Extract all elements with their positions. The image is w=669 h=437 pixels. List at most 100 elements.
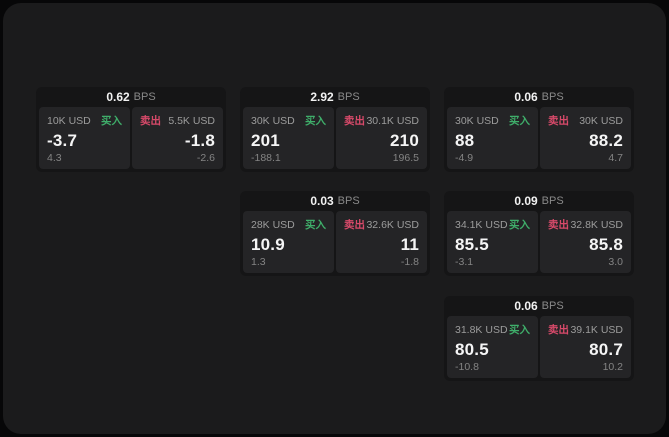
sell-side-label: 卖出 — [344, 219, 365, 231]
buy-tile-header: 30K USD 买入 — [455, 113, 530, 128]
bps-value: 0.06 — [514, 299, 538, 313]
sell-delta: 3.0 — [608, 256, 623, 268]
quote-card: 0.06 BPS 31.8K USD 买入 80.5 -10.8 卖出 39.1… — [444, 296, 634, 381]
buy-tile[interactable]: 34.1K USD 买入 85.5 -3.1 — [447, 211, 538, 273]
sell-delta: 196.5 — [392, 152, 419, 164]
buy-size-label: 34.1K USD — [455, 218, 508, 231]
buy-tile-header: 34.1K USD 买入 — [455, 217, 530, 232]
buy-tile[interactable]: 30K USD 买入 201 -188.1 — [243, 107, 334, 169]
buy-price: -3.7 — [47, 130, 78, 150]
quote-card: 0.06 BPS 30K USD 买入 88 -4.9 卖出 30K USD 8… — [444, 87, 634, 172]
buy-tile[interactable]: 28K USD 买入 10.9 1.3 — [243, 211, 334, 273]
sell-delta: -2.6 — [196, 152, 215, 164]
buy-tile-header: 30K USD 买入 — [251, 113, 326, 128]
buy-tile[interactable]: 10K USD 买入 -3.7 4.3 — [39, 107, 130, 169]
buy-price: 10.9 — [251, 234, 285, 254]
sell-tile-header: 卖出 32.8K USD — [548, 217, 623, 232]
card-body: 28K USD 买入 10.9 1.3 卖出 32.6K USD 11 -1.8 — [240, 211, 430, 276]
sell-tile[interactable]: 卖出 30.1K USD 210 196.5 — [336, 107, 427, 169]
sell-size-label: 5.5K USD — [168, 114, 215, 127]
sell-side-label: 卖出 — [344, 115, 365, 127]
bps-value: 0.09 — [514, 194, 538, 208]
buy-delta: 1.3 — [251, 256, 266, 268]
sell-size-label: 32.8K USD — [570, 218, 623, 231]
sell-tile-header: 卖出 5.5K USD — [140, 113, 215, 128]
bps-unit-label: BPS — [541, 195, 564, 207]
bps-value: 2.92 — [310, 90, 334, 104]
buy-side-label: 买入 — [101, 115, 122, 127]
card-header: 0.09 BPS — [444, 191, 634, 211]
card-header: 0.03 BPS — [240, 191, 430, 211]
buy-side-label: 买入 — [509, 115, 530, 127]
bps-value: 0.03 — [310, 194, 334, 208]
buy-size-label: 28K USD — [251, 218, 295, 231]
buy-delta: -4.9 — [455, 152, 474, 164]
sell-price: 210 — [390, 130, 419, 150]
bps-unit-label: BPS — [337, 91, 360, 103]
sell-price: 88.2 — [589, 130, 623, 150]
sell-tile-header: 卖出 32.6K USD — [344, 217, 419, 232]
sell-side-label: 卖出 — [548, 324, 569, 336]
sell-side-label: 卖出 — [548, 115, 569, 127]
buy-tile-header: 31.8K USD 买入 — [455, 322, 530, 337]
card-body: 34.1K USD 买入 85.5 -3.1 卖出 32.8K USD 85.8… — [444, 211, 634, 276]
sell-tile-header: 卖出 30K USD — [548, 113, 623, 128]
buy-delta: 4.3 — [47, 152, 62, 164]
sell-price: 11 — [400, 234, 419, 254]
buy-delta: -10.8 — [455, 361, 479, 373]
sell-tile[interactable]: 卖出 32.6K USD 11 -1.8 — [336, 211, 427, 273]
quote-card: 2.92 BPS 30K USD 买入 201 -188.1 卖出 30.1K … — [240, 87, 430, 172]
sell-delta: -1.8 — [400, 256, 419, 268]
card-header: 2.92 BPS — [240, 87, 430, 107]
buy-delta: -188.1 — [251, 152, 281, 164]
bps-value: 0.06 — [514, 90, 538, 104]
sell-size-label: 30.1K USD — [366, 114, 419, 127]
card-header: 0.06 BPS — [444, 296, 634, 316]
buy-price: 201 — [251, 130, 280, 150]
bps-unit-label: BPS — [541, 91, 564, 103]
card-body: 31.8K USD 买入 80.5 -10.8 卖出 39.1K USD 80.… — [444, 316, 634, 381]
sell-delta: 10.2 — [602, 361, 623, 373]
sell-side-label: 卖出 — [140, 115, 161, 127]
sell-tile[interactable]: 卖出 5.5K USD -1.8 -2.6 — [132, 107, 223, 169]
buy-size-label: 30K USD — [455, 114, 499, 127]
quote-card: 0.09 BPS 34.1K USD 买入 85.5 -3.1 卖出 32.8K… — [444, 191, 634, 276]
card-header: 0.06 BPS — [444, 87, 634, 107]
buy-tile[interactable]: 31.8K USD 买入 80.5 -10.8 — [447, 316, 538, 378]
buy-side-label: 买入 — [509, 219, 530, 231]
bps-unit-label: BPS — [337, 195, 360, 207]
bps-value: 0.62 — [106, 90, 130, 104]
sell-tile-header: 卖出 39.1K USD — [548, 322, 623, 337]
sell-price: 80.7 — [589, 339, 623, 359]
sell-tile[interactable]: 卖出 32.8K USD 85.8 3.0 — [540, 211, 631, 273]
sell-tile-header: 卖出 30.1K USD — [344, 113, 419, 128]
buy-size-label: 31.8K USD — [455, 323, 508, 336]
buy-tile[interactable]: 30K USD 买入 88 -4.9 — [447, 107, 538, 169]
card-body: 10K USD 买入 -3.7 4.3 卖出 5.5K USD -1.8 -2.… — [36, 107, 226, 172]
buy-size-label: 10K USD — [47, 114, 91, 127]
buy-tile-header: 10K USD 买入 — [47, 113, 122, 128]
card-body: 30K USD 买入 88 -4.9 卖出 30K USD 88.2 4.7 — [444, 107, 634, 172]
sell-size-label: 30K USD — [579, 114, 623, 127]
buy-side-label: 买入 — [305, 219, 326, 231]
sell-price: -1.8 — [184, 130, 215, 150]
sell-tile[interactable]: 卖出 39.1K USD 80.7 10.2 — [540, 316, 631, 378]
card-body: 30K USD 买入 201 -188.1 卖出 30.1K USD 210 1… — [240, 107, 430, 172]
buy-price: 80.5 — [455, 339, 489, 359]
buy-side-label: 买入 — [509, 324, 530, 336]
bps-unit-label: BPS — [133, 91, 156, 103]
buy-side-label: 买入 — [305, 115, 326, 127]
sell-size-label: 39.1K USD — [570, 323, 623, 336]
sell-tile[interactable]: 卖出 30K USD 88.2 4.7 — [540, 107, 631, 169]
buy-price: 88 — [455, 130, 475, 150]
card-header: 0.62 BPS — [36, 87, 226, 107]
buy-tile-header: 28K USD 买入 — [251, 217, 326, 232]
sell-side-label: 卖出 — [548, 219, 569, 231]
buy-delta: -3.1 — [455, 256, 474, 268]
sell-price: 85.8 — [589, 234, 623, 254]
quote-card: 0.03 BPS 28K USD 买入 10.9 1.3 卖出 32.6K US… — [240, 191, 430, 276]
buy-size-label: 30K USD — [251, 114, 295, 127]
quote-card: 0.62 BPS 10K USD 买入 -3.7 4.3 卖出 5.5K USD… — [36, 87, 226, 172]
bps-unit-label: BPS — [541, 300, 564, 312]
